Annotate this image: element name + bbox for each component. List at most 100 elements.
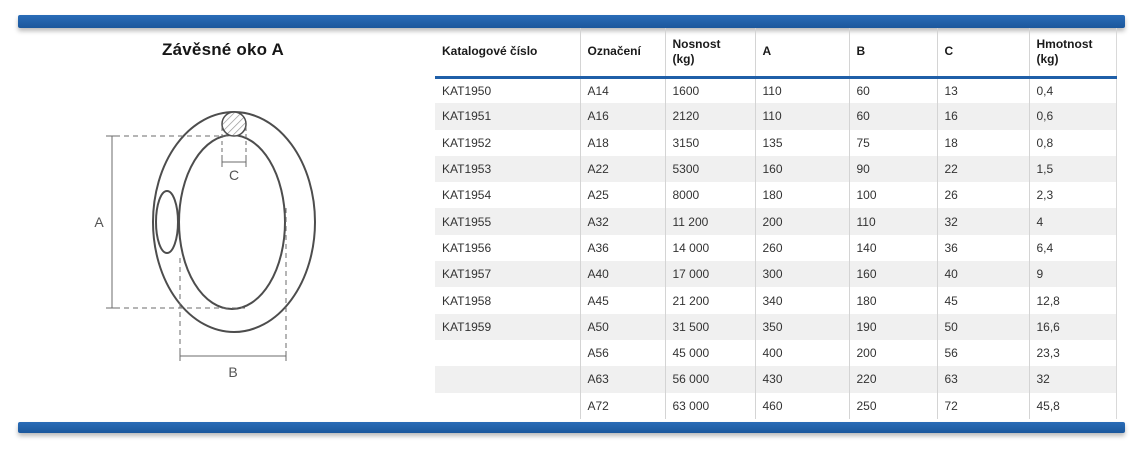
table-cell: 9 [1028,261,1117,288]
table-row: KAT1952 A18 3150 135 75 18 0,8 [435,129,1117,156]
table-cell: 16 [936,103,1029,130]
table-cell: A18 [579,129,665,156]
table-cell: 22 [936,155,1029,183]
table-cell: 100 [848,182,937,209]
dim-b-label: B [228,364,237,380]
spec-table: Katalogové číslo Označení Nosnost (kg) A … [435,28,1117,419]
dim-c-label: C [229,167,239,183]
column-header-oznaceni: Označení [579,28,665,79]
table-cell: 180 [754,182,849,209]
dim-b-lines [179,208,287,361]
table-cell: 260 [754,234,849,262]
ring-inner-ellipse [178,134,286,310]
table-cell: 400 [754,339,849,367]
table-cell: 72 [936,392,1029,419]
table-cell: A16 [579,103,665,130]
table-cell: KAT1959 [442,319,492,334]
table-cell: 2,3 [1028,182,1117,209]
table-row: A56 45 000 400 200 56 23,3 [435,339,1117,367]
table-cell: 140 [848,234,937,262]
table-row: A72 63 000 460 250 72 45,8 [435,392,1117,419]
table-cell: 90 [848,155,937,183]
product-diagram: A C B [94,111,316,380]
dim-c-lines [221,127,247,167]
table-cell: 250 [848,392,937,419]
table-cell [435,366,580,392]
dim-a-label: A [94,214,104,230]
table-cell: 460 [754,392,849,419]
table-row: KAT1950 A14 1600 110 60 13 0,4 [435,77,1117,104]
table-row: KAT1959 A50 31 500 350 190 50 16,6 [435,313,1117,340]
table-cell: 45 [936,287,1029,314]
table-cell: 13 [936,77,1029,104]
table-cell: 23,3 [1028,339,1117,367]
side-eye-hole [155,190,179,254]
table-cell: 40 [936,261,1029,288]
table-cell: 8000 [664,182,755,209]
table-cell: 220 [848,366,937,393]
table-cell: 0,8 [1028,129,1117,156]
page-title: Závěsné oko A [162,40,284,59]
column-header-c: C [936,28,1029,79]
table-cell: 4 [1028,208,1117,235]
table-cell: KAT1954 [442,188,492,203]
table-cell: 180 [848,287,937,314]
table-cell: 56 [936,339,1029,367]
table-cell: 32 [1028,366,1117,393]
table-cell: 14 000 [664,234,755,262]
table-cell: 160 [754,155,849,183]
column-header-hmotnost: Hmotnost (kg) [1028,28,1117,79]
header-row: Katalogové číslo Označení Nosnost (kg) A … [435,28,1117,79]
table-cell: KAT1953 [442,162,492,177]
table-cell: A45 [579,287,665,314]
column-header-b: B [848,28,937,79]
table-cell: 18 [936,129,1029,156]
table-cell: 63 000 [664,392,755,419]
table-cell: KAT1952 [442,135,492,150]
table-cell: 31 500 [664,313,755,340]
table-cell: 340 [754,287,849,314]
table-cell: 45,8 [1028,392,1117,419]
table-row: KAT1958 A45 21 200 340 180 45 12,8 [435,287,1117,314]
table-cell: A72 [579,392,665,419]
column-header-katalogove-cislo: Katalogové číslo [435,28,580,79]
table-cell: 110 [848,208,937,235]
table-row: KAT1957 A40 17 000 300 160 40 9 [435,261,1117,288]
table-cell: 12,8 [1028,287,1117,314]
table-cell: 300 [754,261,849,288]
table-cell: A40 [579,261,665,288]
column-header-nosnost: Nosnost (kg) [664,28,755,79]
table-cell: 200 [754,208,849,235]
table-cell: 50 [936,313,1029,340]
top-accent-bar [18,15,1125,28]
table-cell: 0,4 [1028,77,1117,104]
table-cell: 45 000 [664,339,755,367]
table-cell: 2120 [664,103,755,130]
table-cell: KAT1956 [442,240,492,255]
table-cell: KAT1955 [442,214,492,229]
table-cell: 32 [936,208,1029,235]
table-cell: 17 000 [664,261,755,288]
table-cell: 110 [754,103,849,130]
table-cell: 6,4 [1028,234,1117,262]
table-cell: 36 [936,234,1029,262]
table-cell: A32 [579,208,665,235]
dim-a-lines [106,135,245,309]
table-cell: A56 [579,339,665,367]
table-cell: A36 [579,234,665,262]
table-cell: 110 [754,77,849,104]
table-cell: 63 [936,366,1029,393]
table-cell: KAT1951 [442,109,492,124]
table-cell: 21 200 [664,287,755,314]
table-cell: 60 [848,103,937,130]
table-cell: 26 [936,182,1029,209]
column-header-a: A [754,28,849,79]
table-cell: 3150 [664,129,755,156]
table-cell: 350 [754,313,849,340]
table-cell: 0,6 [1028,103,1117,130]
table-cell: A50 [579,313,665,340]
table-cell: 160 [848,261,937,288]
table-cell: 135 [754,129,849,156]
table-cell: 16,6 [1028,313,1117,340]
